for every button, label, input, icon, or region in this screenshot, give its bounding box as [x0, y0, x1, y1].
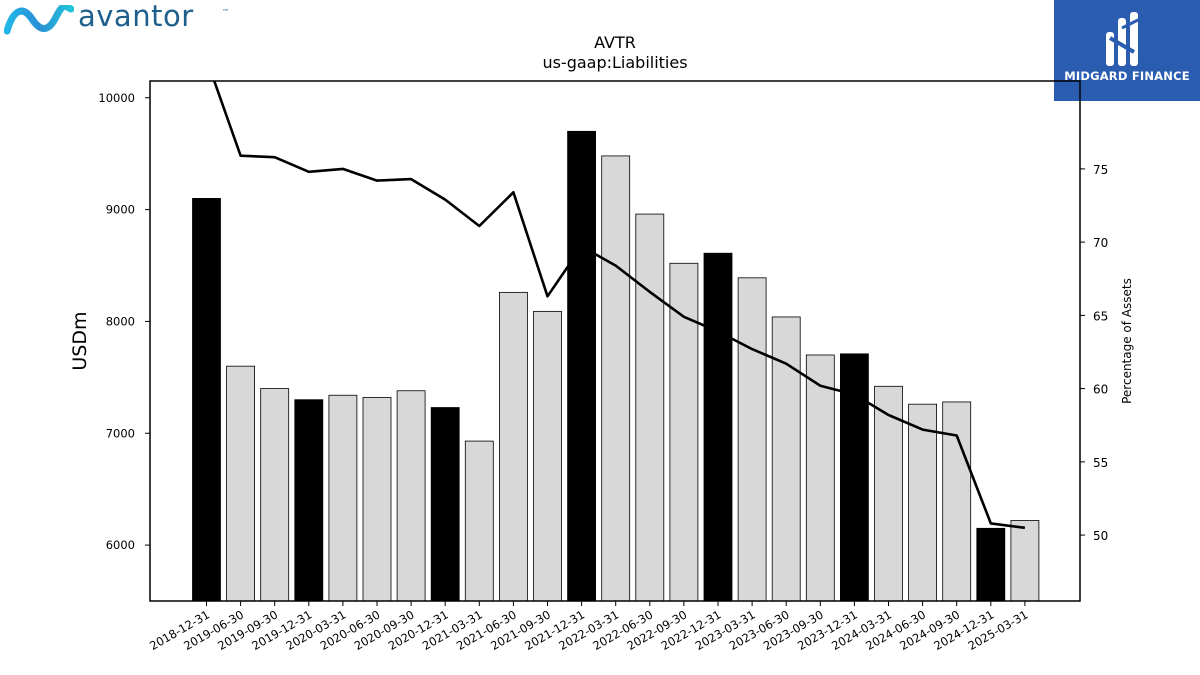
bar-2020-09-30 — [396, 390, 426, 602]
bar-2023-09-30 — [805, 354, 835, 602]
avantor-logo: avantor ™ — [4, 0, 234, 36]
y2-tick-label-50: 50 — [1093, 529, 1108, 543]
right-axis-ticks: 50 55 60 65 70 75 — [1080, 163, 1108, 543]
trademark-symbol: ™ — [222, 8, 229, 16]
bar-2025-03-31 — [1010, 520, 1040, 602]
plot-frame — [149, 80, 1081, 602]
y2-tick-label-70: 70 — [1093, 236, 1108, 250]
y-tick-label-7000: 7000 — [106, 426, 135, 440]
y2-tick-label-75: 75 — [1093, 163, 1108, 177]
bar-2024-12-31 — [976, 527, 1006, 602]
avantor-wordmark: avantor — [78, 0, 194, 33]
bar-series — [192, 130, 1040, 602]
chart-subtitle: us-gaap:Liabilities — [542, 53, 687, 72]
x-axis-ticks: 2018-12-312019-06-302019-09-302019-12-31… — [147, 601, 1030, 653]
percentage-line-series — [212, 81, 1026, 530]
bar-2020-06-30 — [362, 397, 392, 602]
bar-2024-09-30 — [942, 401, 972, 602]
left-axis-ticks: 6000 7000 8000 9000 10000 — [98, 91, 150, 552]
y-tick-label-8000: 8000 — [106, 314, 135, 328]
midgard-monogram-icon — [1106, 12, 1143, 66]
bar-2018-12-31 — [192, 198, 221, 602]
y-tick-label-9000: 9000 — [106, 203, 135, 217]
avantor-wave-icon — [4, 5, 74, 35]
bar-2021-03-31 — [464, 440, 494, 602]
midgard-brand-text: MIDGARD FINANCE — [1064, 69, 1190, 83]
midgard-finance-logo: MIDGARD FINANCE — [1054, 0, 1200, 101]
bar-2019-09-30 — [260, 388, 290, 602]
y2-tick-label-60: 60 — [1093, 383, 1108, 397]
bar-2023-03-31 — [737, 277, 767, 602]
bar-2022-06-30 — [635, 213, 665, 602]
bar-2019-06-30 — [226, 365, 256, 602]
bar-2021-12-31 — [567, 130, 596, 602]
y-tick-label-6000: 6000 — [106, 538, 135, 552]
y2-tick-label-65: 65 — [1093, 309, 1108, 323]
bar-2022-09-30 — [669, 262, 699, 602]
bar-2022-12-31 — [703, 252, 733, 602]
percentage-line — [212, 81, 1026, 530]
bar-2022-03-31 — [601, 155, 631, 602]
bar-2020-12-31 — [430, 407, 460, 602]
chart-title: AVTR — [594, 33, 636, 52]
bar-2020-03-31 — [328, 394, 358, 602]
bar-2024-06-30 — [908, 403, 937, 602]
y2-tick-label-55: 55 — [1093, 456, 1108, 470]
y2-axis-label: Percentage of Assets — [1120, 278, 1134, 404]
y-tick-label-10000: 10000 — [98, 91, 135, 105]
y-axis-label: USDm — [69, 311, 91, 370]
bar-2021-09-30 — [533, 310, 562, 602]
bar-2021-06-30 — [498, 291, 528, 602]
bar-2019-12-31 — [294, 399, 324, 602]
